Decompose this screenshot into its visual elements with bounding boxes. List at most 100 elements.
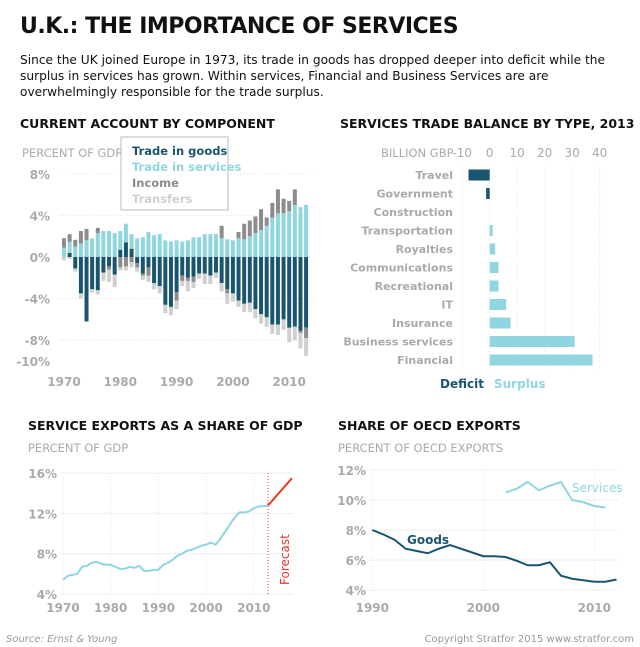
bar-income (62, 238, 66, 248)
bar-trade-in-goods (304, 257, 309, 328)
category-label: Communications (350, 262, 453, 275)
bar-travel (468, 169, 490, 181)
x-tick-label: 1970 (46, 601, 79, 615)
bar-transfers (191, 281, 196, 289)
copyright-note: Copyright Stratfor 2015 www.stratfor.com (425, 634, 634, 645)
bar-income (67, 234, 72, 242)
oecd-share-chart: 1990 2000 2010 12% 10% 8% 6% 4% (337, 464, 618, 615)
bar-trade-in-services (118, 231, 123, 250)
bar-trade-in-services (191, 237, 196, 257)
y-tick-label: 16% (28, 467, 57, 481)
bar-trade-in-services (112, 233, 117, 257)
series-label-services: Services (572, 481, 623, 495)
bar-trade-in-services (95, 233, 100, 257)
bar-income (304, 327, 309, 339)
bar-transfers (219, 283, 224, 292)
bar-transfers (168, 306, 173, 316)
bar-trade-in-goods (112, 257, 117, 275)
services-line (505, 480, 606, 509)
bar-trade-in-goods (101, 257, 106, 273)
bar-income (253, 216, 258, 234)
bar-communications (489, 262, 499, 273)
bar-income (281, 198, 286, 214)
bar-transfers (118, 267, 123, 271)
forecast-line (267, 477, 293, 507)
bar-trade-in-services (292, 205, 297, 257)
bar-income (292, 189, 297, 205)
bar-trade-in-services (129, 234, 134, 249)
bar-transfers (275, 324, 280, 335)
bar-transfers (129, 262, 134, 268)
bar-trade-in-services (185, 240, 190, 257)
bar-trade-in-services (259, 229, 264, 257)
bar-trade-in-services (135, 238, 140, 257)
category-label: Recreational (375, 280, 453, 293)
bar-trade-in-goods (259, 257, 264, 315)
bar-income (174, 292, 179, 301)
bar-transfers (264, 317, 269, 327)
x-tick-label: 10 (510, 146, 525, 160)
bar-trade-in-goods (157, 257, 162, 287)
bar-trade-in-goods (287, 257, 292, 328)
bar-trade-in-goods (191, 257, 196, 277)
bar-transfers (112, 274, 117, 288)
bar-income (219, 225, 224, 239)
category-label: Business services (343, 336, 453, 349)
service-exports-line (62, 504, 269, 581)
bar-trade-in-services (270, 217, 275, 257)
bar-transfers (152, 283, 157, 290)
forecast-label: Forecast (278, 534, 292, 585)
bar-income (275, 189, 280, 214)
bar-trade-in-goods (298, 257, 303, 331)
bar-trade-in-goods (73, 257, 78, 269)
bar-income (146, 267, 151, 276)
bar-transfers (73, 268, 78, 272)
bar-trade-in-goods (202, 257, 207, 274)
bar-trade-in-services (287, 211, 292, 257)
bar-trade-in-goods (163, 257, 168, 305)
bar-transfers (67, 257, 72, 260)
bar-trade-in-goods (84, 257, 89, 322)
bar-income (135, 263, 140, 268)
legend-income: Income (132, 176, 179, 190)
bar-trade-in-services (202, 234, 207, 257)
bar-trade-in-services (253, 233, 258, 257)
bar-trade-in-goods (152, 257, 157, 283)
x-tick-label: -10 (452, 146, 472, 160)
chart4-title: SHARE OF OECD EXPORTS (338, 418, 521, 433)
y-tick-label: 10% (337, 494, 366, 508)
legend-services: Trade in services (132, 160, 242, 174)
category-label: Travel (415, 169, 453, 182)
bar-trade-in-services (84, 240, 89, 257)
bar-trade-in-services (264, 225, 269, 257)
bar-trade-in-services (90, 238, 95, 257)
bar-trade-in-services (146, 232, 151, 257)
bar-trade-in-goods (168, 257, 173, 307)
x-tick-label: 20 (537, 146, 552, 160)
x-tick-label: 2000 (189, 601, 222, 615)
bar-trade-in-goods (230, 257, 235, 294)
bar-income (242, 223, 247, 240)
bar-trade-in-services (230, 240, 235, 257)
x-tick-label: 30 (565, 146, 580, 160)
bar-income (270, 202, 275, 218)
bar-transfers (247, 302, 252, 313)
service-exports-chart: 1970 1980 1990 2000 2010 16% 12% 8% 4% (28, 467, 293, 615)
bar-income (180, 275, 185, 281)
bar-government (486, 188, 490, 199)
legend-transfers: Transfers (132, 192, 193, 206)
bar-transfers (214, 272, 219, 278)
bar-transfers (236, 300, 241, 307)
bar-trade-in-services (152, 235, 157, 257)
chart2-title: SERVICES TRADE BALANCE BY TYPE, 2013 (340, 116, 634, 131)
current-account-chart: 8% 4% 0% -4% -8% -10% 1970 1980 1990 2000 2010 (16, 168, 313, 389)
category-label: Transportation (362, 225, 453, 238)
bar-trade-in-services (140, 237, 145, 257)
bar-trade-in-services (242, 239, 247, 257)
bar-trade-in-goods (281, 257, 286, 320)
bar-trade-in-goods (135, 257, 140, 264)
x-tick-label: 1990 (356, 601, 389, 615)
bar-transfers (163, 304, 168, 314)
bar-trade-in-goods (236, 257, 241, 301)
bar-trade-in-goods (185, 257, 190, 278)
